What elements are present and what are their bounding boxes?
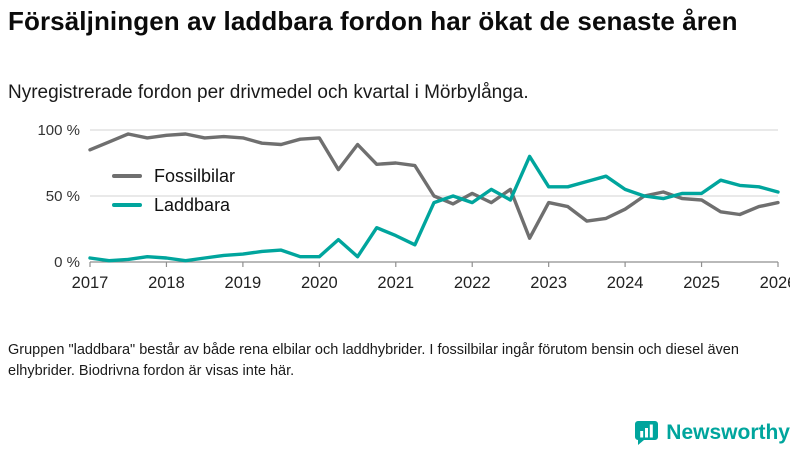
- chart-legend: Fossilbilar Laddbara: [112, 166, 235, 216]
- chart-header: Försäljningen av laddbara fordon har öka…: [8, 6, 792, 104]
- svg-text:2021: 2021: [377, 274, 414, 292]
- svg-text:2024: 2024: [607, 274, 644, 292]
- svg-text:100 %: 100 %: [37, 122, 80, 139]
- svg-text:2019: 2019: [225, 274, 262, 292]
- line-chart-canvas: 100 % 50 % 0 % 2017 2018 2019 2020 2021 2022 2023…: [37, 122, 796, 292]
- svg-text:2017: 2017: [72, 274, 109, 292]
- svg-text:2020: 2020: [301, 274, 338, 292]
- line-chart: 100 % 50 % 0 % 2017 2018 2019 2020 2021 2022 2023…: [8, 116, 796, 296]
- footnote: Gruppen "laddbara" består av både rena e…: [8, 341, 739, 379]
- legend-swatch-laddbara: [112, 203, 142, 208]
- svg-text:2026: 2026: [760, 274, 790, 292]
- brand-name: Newsworthy: [666, 420, 790, 444]
- svg-text:2025: 2025: [683, 274, 720, 292]
- svg-text:2023: 2023: [530, 274, 567, 292]
- newsworthy-logo: Newsworthy: [634, 420, 790, 445]
- legend-item-fossilbilar: Fossilbilar: [112, 166, 235, 187]
- bar-chart-bubble-icon: [635, 421, 659, 445]
- legend-item-laddbara: Laddbara: [112, 195, 235, 216]
- infographic: Försäljningen av laddbara fordon har öka…: [8, 6, 796, 445]
- legend-label-fossilbilar: Fossilbilar: [154, 165, 236, 186]
- svg-text:2022: 2022: [454, 274, 491, 292]
- legend-swatch-fossilbilar: [112, 174, 142, 179]
- chart-title: Försäljningen av laddbara fordon har öka…: [8, 6, 738, 36]
- svg-text:0 %: 0 %: [54, 254, 80, 271]
- svg-text:50 %: 50 %: [46, 188, 80, 205]
- legend-label-laddbara: Laddbara: [154, 194, 231, 215]
- svg-text:2018: 2018: [148, 274, 185, 292]
- chart-subtitle: Nyregistrerade fordon per drivmedel och …: [8, 81, 529, 103]
